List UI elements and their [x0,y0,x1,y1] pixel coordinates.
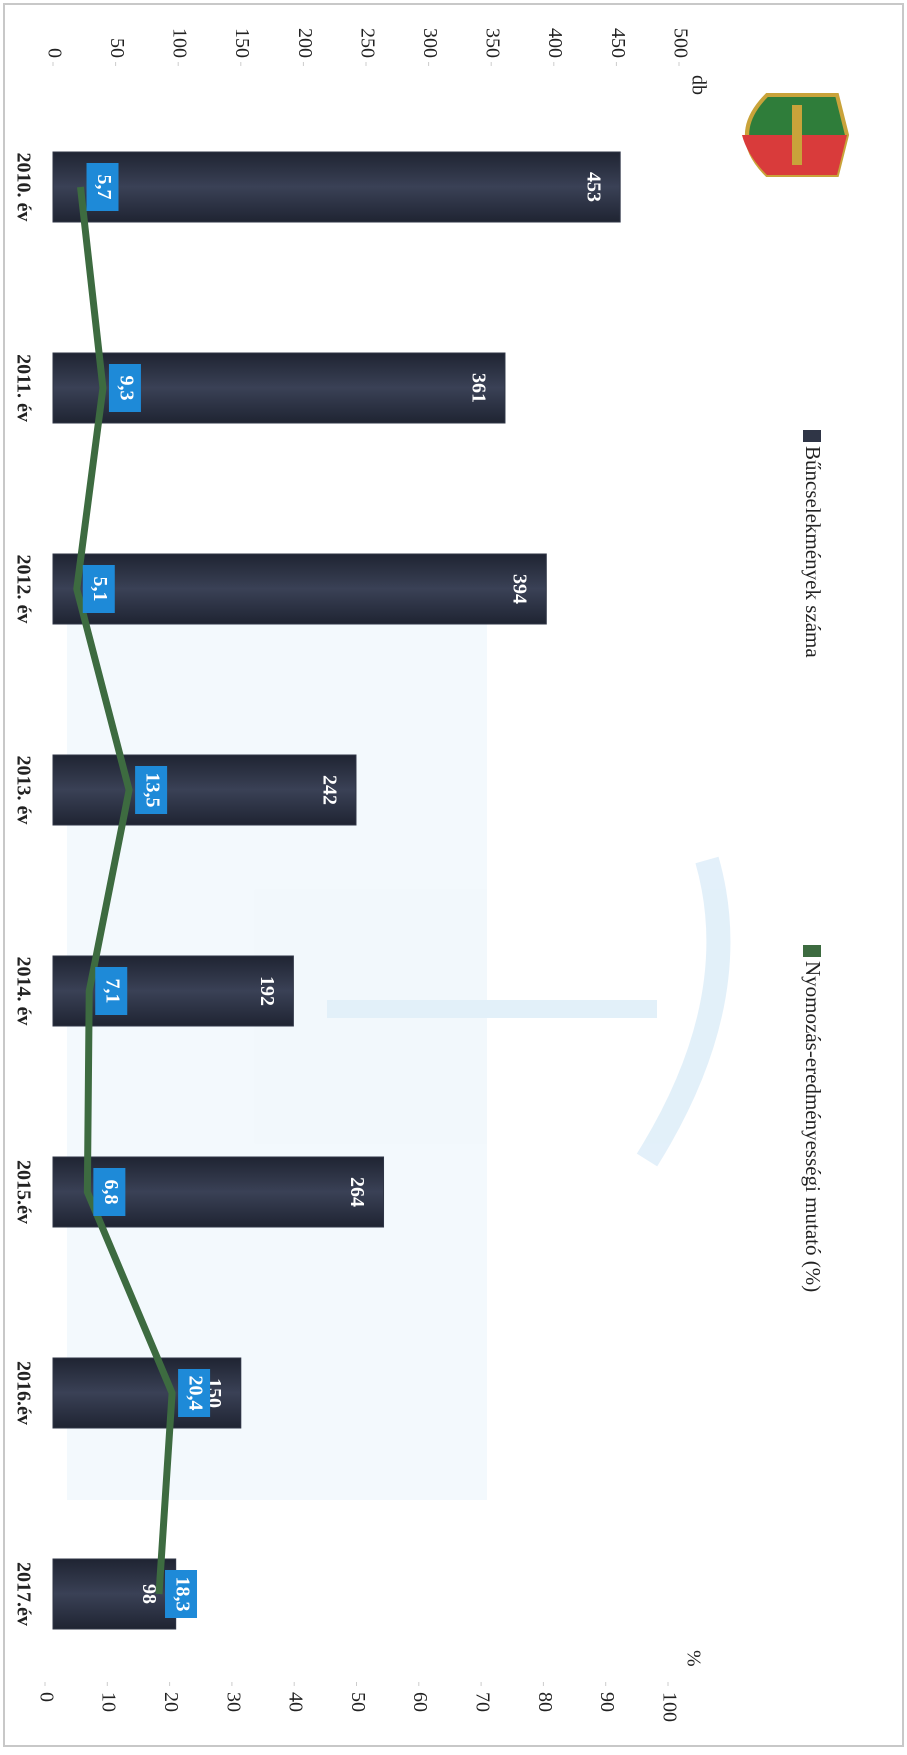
y2-tick-label: 70 [472,1692,494,1712]
bar [52,553,547,625]
y2-tick-label: 50 [347,1692,369,1712]
y-tick-label: 350 [482,28,504,58]
bar-value-label: 98 [138,1584,160,1604]
y2-tick-label: 20 [160,1692,182,1712]
logo [742,93,850,177]
y-tick-label: 500 [669,28,691,58]
y-tick-label: 400 [544,28,566,58]
line-value-label: 5,7 [93,175,115,200]
x-tick-label: 2016.év [12,1361,34,1425]
bar-value-label: 242 [318,775,340,805]
y-tick-label: 200 [294,28,316,58]
bar [52,754,357,826]
y-tick-label: 150 [231,28,253,58]
y-tick-label: 100 [169,28,191,58]
line [73,186,176,1595]
x-tick-label: 2017.év [12,1562,34,1626]
legend-label: Bűncselekmények száma [801,446,825,658]
y-tick-label: 0 [43,48,65,58]
line-value-label: 13,5 [142,773,164,808]
x-tick-label: 2010. év [12,153,34,222]
x-tick-label: 2014. év [12,957,34,1026]
line-value-label: 6,8 [100,1180,122,1205]
x-tick-label: 2012. év [12,555,34,624]
value-label-box [93,1168,126,1216]
line-value-label: 7,1 [102,979,124,1004]
y2-tick-label: 100 [658,1692,680,1722]
bar [52,151,621,223]
y-tick-label: 50 [106,38,128,58]
line-value-label: 20,4 [184,1376,206,1411]
value-label-box [108,364,141,412]
value-label-box [178,1369,211,1417]
bar [52,352,506,424]
y2-axis-label: % [682,1650,704,1667]
bar-value-label: 264 [346,1177,368,1207]
y2-tick-label: 90 [596,1692,618,1712]
rotated-chart: db % 0 50 100 150 200 250 300 350 400 450 500 0 10 20… [12,28,850,1722]
page-border [3,3,904,1747]
bar-value-label: 453 [583,172,605,202]
line-value-label: 5,1 [89,577,111,602]
x-tick-label: 2015.év [12,1160,34,1224]
y2-tick-label: 10 [98,1692,120,1712]
line-value-label: 9,3 [115,376,137,401]
bar-value-label: 394 [509,574,531,604]
y-tick-label: 250 [356,28,378,58]
bar-value-label: 192 [256,976,278,1006]
y2-tick-label: 30 [222,1692,244,1712]
y-axis-label: db [687,75,709,95]
value-label-box [86,163,119,211]
y2-tick-label: 80 [534,1692,556,1712]
value-label-box [95,967,128,1015]
x-tick-label: 2011. év [12,354,34,422]
value-label-box [135,766,168,814]
bar [52,1156,385,1228]
legend-swatch [803,945,821,957]
y-tick-label: 450 [607,28,629,58]
line-value-label: 18,3 [171,1577,193,1612]
legend-swatch [803,430,821,442]
y2-tick-label: 0 [35,1692,57,1702]
legend-label: Nyomozás-eredményességi mutató (%) [801,961,825,1292]
x-tick-label: 2013. év [12,756,34,825]
y2-tick-label: 60 [409,1692,431,1712]
value-label-box [165,1570,198,1618]
y-tick-label: 300 [419,28,441,58]
y2-tick-label: 40 [285,1692,307,1712]
bar-value-label: 361 [467,373,489,403]
value-label-box [82,565,115,613]
